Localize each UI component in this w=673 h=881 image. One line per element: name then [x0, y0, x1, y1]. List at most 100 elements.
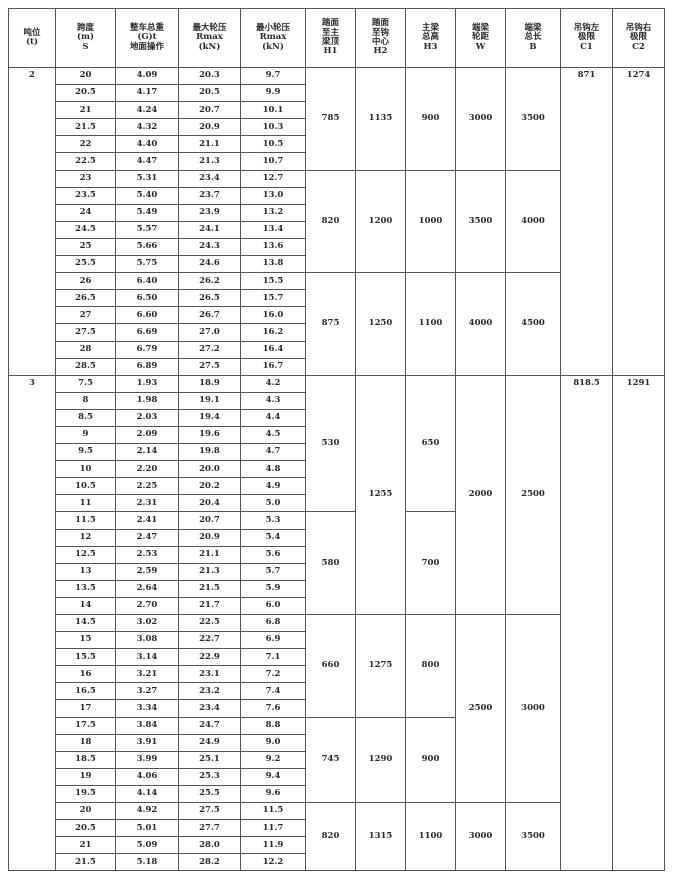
- total-weight-cell: 6.79: [115, 340, 179, 359]
- total-weight-cell: 2.59: [115, 562, 179, 581]
- max-wheel-load-cell: 26.5: [178, 289, 241, 308]
- min-wheel-load-cell: 12.7: [240, 169, 306, 188]
- w-cell: 2500: [455, 613, 506, 804]
- max-wheel-load-cell: 21.5: [178, 579, 241, 598]
- h3-cell: 800: [405, 614, 456, 718]
- table-row: 21 5.09 28.0 11.9: [9, 836, 665, 855]
- h3-cell: 1100: [405, 272, 456, 376]
- total-weight-cell: 2.53: [115, 545, 179, 564]
- b-cell: 4000: [505, 169, 561, 274]
- min-wheel-load-cell: 9.6: [240, 784, 306, 804]
- max-wheel-load-cell: 21.1: [178, 545, 241, 564]
- span-s-cell: 13.5: [55, 579, 116, 598]
- table-row: 2 20 4.09 20.3 9.7 785 1135 900 3000 3500 871 1274: [8, 66, 665, 376]
- header-b: 端梁 总长 B: [505, 8, 561, 68]
- min-wheel-load-cell: 10.1: [240, 101, 306, 120]
- min-wheel-load-cell: 5.7: [240, 562, 306, 581]
- header-label: 吊钩右 极限 C2: [625, 22, 652, 52]
- min-wheel-load-cell: 13.6: [240, 237, 306, 257]
- table-row: 27 6.60 26.7 16.0: [9, 306, 665, 325]
- total-weight-cell: 4.24: [115, 101, 179, 120]
- total-weight-cell: 4.14: [115, 784, 179, 804]
- min-wheel-load-cell: 9.2: [240, 750, 306, 769]
- span-s-cell: 13: [55, 562, 116, 581]
- min-wheel-load-cell: 5.0: [240, 494, 306, 513]
- max-wheel-load-cell: 25.5: [178, 784, 241, 804]
- h3-cell: 900: [405, 67, 456, 171]
- h2-cell: 1275: [355, 614, 406, 718]
- min-wheel-load-cell: 13.8: [240, 255, 306, 274]
- span-s-cell: 20: [55, 802, 116, 821]
- max-wheel-load-cell: 23.9: [178, 203, 241, 222]
- min-wheel-load-cell: 5.4: [240, 528, 306, 547]
- max-wheel-load-cell: 22.9: [178, 648, 241, 667]
- min-wheel-load-cell: 15.7: [240, 289, 306, 308]
- min-wheel-load-cell: 15.5: [240, 272, 306, 291]
- header-label: 跨度 (m) S: [76, 22, 95, 52]
- w-cell: 3500: [455, 169, 506, 274]
- span-s-cell: 11: [55, 494, 116, 513]
- min-wheel-load-cell: 13.0: [240, 186, 306, 205]
- header-label: 端梁 总长 B: [524, 22, 542, 52]
- total-weight-cell: 3.99: [115, 750, 179, 769]
- min-wheel-load-cell: 11.7: [240, 819, 306, 838]
- total-weight-cell: 5.01: [115, 819, 179, 838]
- h2-cell: 1315: [355, 802, 406, 872]
- min-wheel-load-cell: 4.5: [240, 425, 306, 445]
- span-s-cell: 16.5: [55, 682, 116, 701]
- max-wheel-load-cell: 18.9: [178, 374, 241, 393]
- span-s-cell: 28.5: [55, 357, 116, 376]
- span-s-cell: 15: [55, 631, 116, 650]
- table-row: 24 5.49 23.9 13.2: [9, 203, 665, 222]
- table-row: 21.5 4.32 20.9 10.3: [9, 118, 665, 137]
- span-s-cell: 11.5: [55, 511, 116, 530]
- total-weight-cell: 1.93: [115, 374, 179, 393]
- span-s-cell: 26: [55, 272, 116, 291]
- span-s-cell: 10.5: [55, 477, 116, 496]
- min-wheel-load-cell: 4.8: [240, 460, 306, 479]
- max-wheel-load-cell: 21.1: [178, 135, 241, 154]
- header-c1: 吊钩左 极限 C1: [560, 8, 613, 68]
- total-weight-cell: 3.14: [115, 648, 179, 667]
- max-wheel-load-cell: 19.8: [178, 443, 241, 462]
- min-wheel-load-cell: 16.2: [240, 323, 306, 342]
- min-wheel-load-cell: 7.1: [240, 648, 306, 667]
- span-s-cell: 25: [55, 237, 116, 257]
- span-s-cell: 9.5: [55, 443, 116, 462]
- max-wheel-load-cell: 20.3: [178, 66, 241, 86]
- table-row: 23.5 5.40 23.7 13.0: [9, 186, 665, 205]
- h3-cell: 900: [405, 716, 456, 804]
- span-s-cell: 20.5: [55, 84, 116, 103]
- total-weight-cell: 4.17: [115, 84, 179, 103]
- header-label: 端梁 轮距 W: [471, 22, 489, 52]
- h1-cell: 820: [305, 802, 356, 872]
- table-row: 26 6.40 26.2 15.5 875 1250 1100 4000 4500: [9, 272, 665, 376]
- total-weight-cell: 5.09: [115, 836, 179, 855]
- max-wheel-load-cell: 21.3: [178, 562, 241, 581]
- header-label: 最小轮压 Rmax (kN): [255, 22, 290, 52]
- table-row: 10.5 2.25 20.2 4.9: [9, 477, 665, 496]
- max-wheel-load-cell: 27.0: [178, 323, 241, 342]
- span-s-cell: 23.5: [55, 186, 116, 205]
- header-h3: 主梁 总高 H3: [405, 8, 456, 68]
- max-wheel-load-cell: 27.5: [178, 357, 241, 376]
- table-row: 28 6.79 27.2 16.4: [9, 340, 665, 359]
- max-wheel-load-cell: 26.7: [178, 306, 241, 325]
- table-row: 16.5 3.27 23.2 7.4: [9, 682, 665, 701]
- w-cell: 3000: [455, 67, 506, 171]
- min-wheel-load-cell: 13.4: [240, 220, 306, 239]
- max-wheel-load-cell: 23.2: [178, 682, 241, 701]
- span-s-cell: 12.5: [55, 545, 116, 564]
- table-row: 27.5 6.69 27.0 16.2: [9, 323, 665, 342]
- header-span-s: 跨度 (m) S: [55, 8, 116, 68]
- header-label: 最大轮压 Rmax (kN): [192, 22, 227, 52]
- span-s-cell: 8.5: [55, 408, 116, 427]
- table-row: 25 5.66 24.3 13.6: [9, 237, 665, 257]
- max-wheel-load-cell: 27.7: [178, 819, 241, 838]
- w-cell: 3000: [455, 802, 506, 872]
- span-s-cell: 22.5: [55, 152, 116, 171]
- min-wheel-load-cell: 11.5: [240, 802, 306, 821]
- span-s-cell: 21: [55, 101, 116, 120]
- table-row: 9.5 2.14 19.8 4.7: [9, 443, 665, 462]
- max-wheel-load-cell: 24.7: [178, 716, 241, 735]
